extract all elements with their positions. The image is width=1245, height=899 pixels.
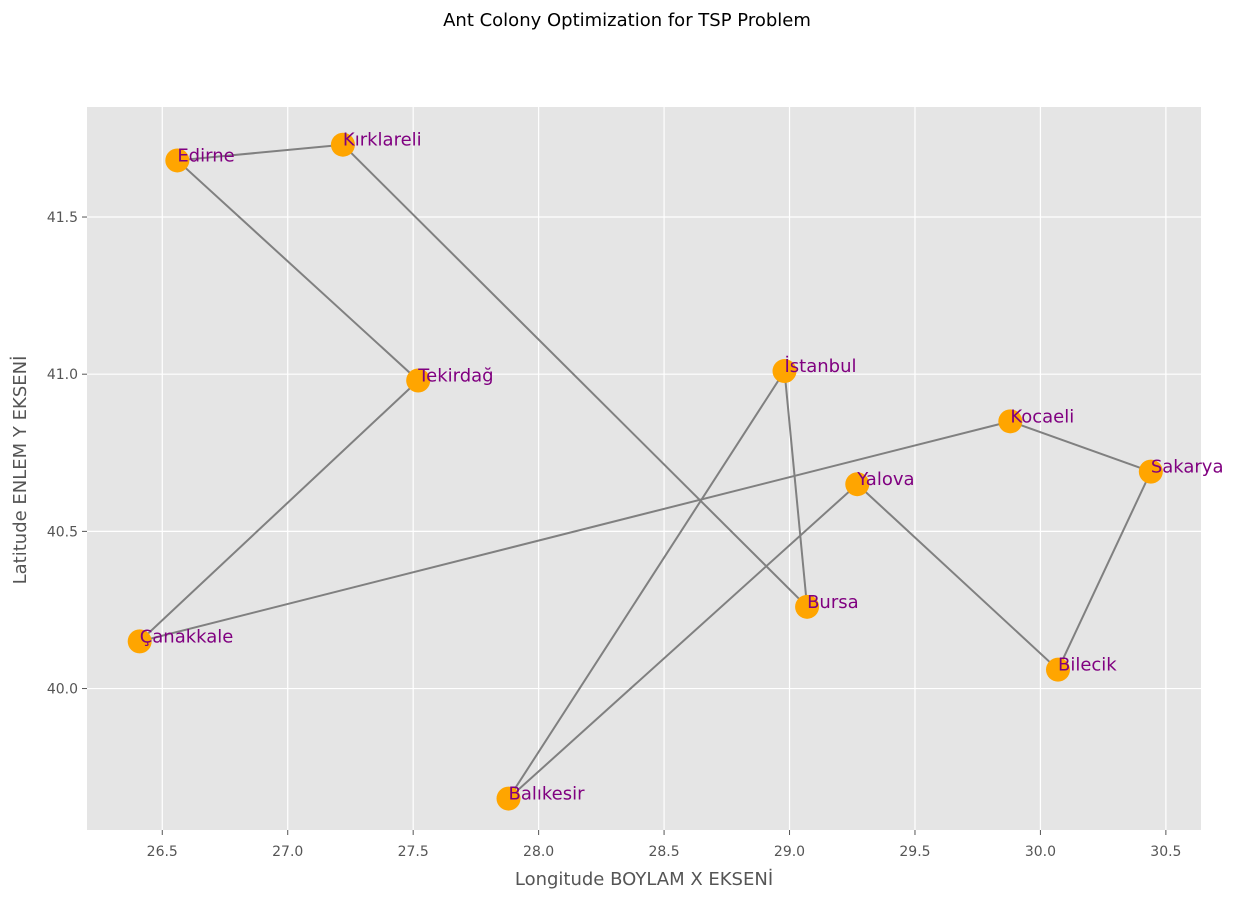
x-axis-label: Longitude BOYLAM X EKSENİ	[515, 869, 773, 890]
city-point	[127, 629, 152, 654]
city-label: Balıkesir	[509, 784, 586, 805]
axis-ticks: 26.5 27.0 27.5 28.0 28.5 29.0 29.5 30.0 30.5 40.0…	[47, 210, 1182, 860]
city-label: Yalova	[856, 469, 914, 490]
route-segment	[507, 370, 786, 800]
y-tick-label: 41.5	[47, 210, 78, 226]
city-point	[845, 472, 870, 497]
city-label: Kırklareli	[343, 130, 422, 151]
x-tick-label: 27.0	[272, 844, 303, 860]
route-segment	[507, 483, 858, 800]
grid-lines	[87, 107, 1201, 830]
city-label: İstanbul	[785, 356, 857, 377]
route-segment	[139, 379, 419, 643]
city-label: Çanakkale	[140, 626, 234, 647]
city-point	[795, 594, 820, 619]
x-tick-label: 26.5	[147, 844, 178, 860]
route-segment	[176, 159, 419, 382]
route-segment	[1057, 471, 1152, 671]
x-tick-label: 29.5	[899, 844, 930, 860]
plot-area	[87, 107, 1201, 830]
route-segment	[342, 144, 808, 608]
chart-title: Ant Colony Optimization for TSP Problem	[443, 10, 811, 31]
city-label: Sakarya	[1151, 457, 1224, 478]
city-point	[330, 132, 355, 157]
route-lines	[139, 143, 1152, 800]
route-segment	[139, 420, 1011, 643]
x-tick-label: 27.5	[398, 844, 429, 860]
city-point	[406, 368, 431, 393]
city-label: Bilecik	[1058, 655, 1117, 676]
route-segment	[177, 143, 344, 162]
city-point	[998, 409, 1023, 434]
route-segment	[783, 370, 809, 607]
city-point	[772, 359, 797, 384]
city-point	[1045, 657, 1070, 682]
y-tick-label: 40.0	[47, 682, 78, 698]
x-tick-label: 30.5	[1150, 844, 1181, 860]
city-points	[127, 132, 1163, 811]
x-tick-label: 30.0	[1025, 844, 1056, 860]
x-tick-label: 29.0	[774, 844, 805, 860]
city-label: Kocaeli	[1010, 406, 1074, 427]
y-axis-label: Latitude ENLEM Y EKSENİ	[10, 356, 31, 585]
city-label: Tekirdağ	[417, 365, 493, 386]
city-label: Bursa	[807, 592, 859, 613]
y-tick-label: 41.0	[47, 367, 78, 383]
x-tick-label: 28.5	[648, 844, 679, 860]
city-point	[496, 786, 521, 811]
route-segment	[856, 483, 1059, 671]
city-point	[1138, 459, 1163, 484]
x-tick-label: 28.0	[523, 844, 554, 860]
city-label: Edirne	[177, 145, 234, 166]
city-point	[165, 148, 190, 173]
y-tick-label: 40.5	[47, 524, 78, 540]
route-segment	[1009, 420, 1152, 473]
city-labels: Edirne Kırklareli Tekirdağ İstanbul Kocaeli S…	[140, 130, 1224, 805]
